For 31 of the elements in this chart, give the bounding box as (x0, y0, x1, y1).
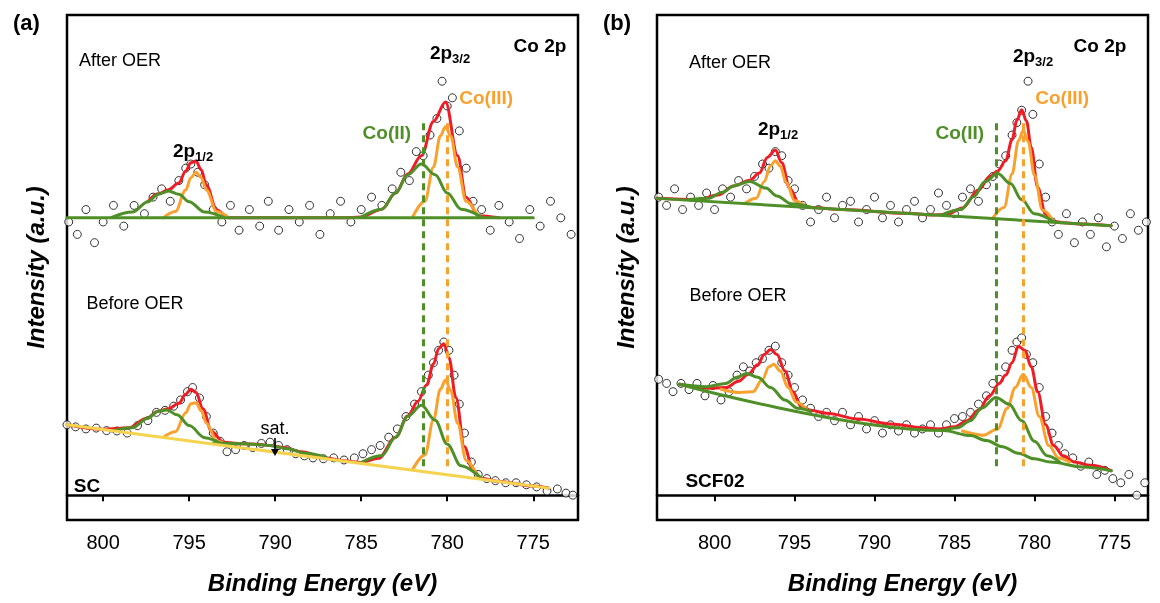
y-axis-title: Intensity (a.u.) (611, 186, 639, 349)
chart-title: (a) (13, 9, 40, 35)
x-tick-label: 795 (172, 531, 206, 553)
x-axis-title: Binding Energy (eV) (787, 568, 1018, 596)
x-tick-label: 800 (86, 531, 120, 553)
x-axis-title: Binding Energy (eV) (207, 568, 438, 596)
text: After OER (78, 50, 162, 70)
chart-title: (b) (603, 9, 632, 35)
text: Co 2p (1073, 34, 1127, 56)
text: After OER (688, 52, 772, 72)
ref-line-label: Co(III) (459, 87, 514, 109)
x-tick-label: 785 (937, 531, 972, 553)
text: Co 2p (513, 34, 567, 56)
x-tick-label: 775 (1097, 531, 1132, 553)
x-tick-label: 790 (258, 531, 292, 553)
x-tick-label: 780 (430, 531, 464, 553)
y-axis-title: Intensity (a.u.) (21, 186, 49, 349)
annotation: Before OER (689, 285, 787, 305)
x-tick-label: 800 (697, 531, 732, 553)
ref-line-label: Co(II) (935, 122, 985, 144)
annotation: SCF02 (685, 469, 745, 491)
ref-line-label: Co(II) (362, 122, 412, 144)
annotation: sat. (260, 418, 290, 438)
x-tick-label: 790 (857, 531, 892, 553)
annotation: Before OER (86, 293, 184, 313)
x-tick-label: 795 (777, 531, 812, 553)
x-tick-label: 775 (516, 531, 550, 553)
x-tick-label: 780 (1017, 531, 1052, 553)
annotation: SC (73, 474, 101, 496)
ref-line-label: Co(III) (1035, 87, 1090, 109)
x-tick-label: 785 (344, 531, 378, 553)
